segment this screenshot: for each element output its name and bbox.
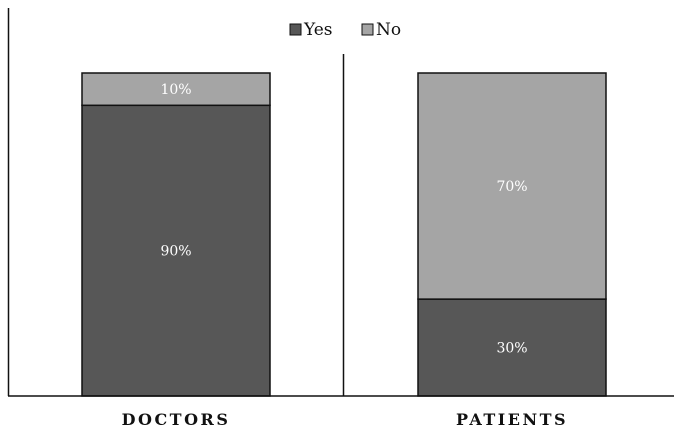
x-tick-label-doctors: DOCTORS	[122, 410, 231, 429]
legend-swatch-no	[361, 23, 374, 36]
legend-swatch-yes	[289, 23, 302, 36]
bar-doctors-yes	[81, 104, 271, 397]
bar-patients-yes	[417, 298, 607, 397]
data-label-doctors-yes: 90%	[160, 244, 191, 260]
bar-patients-no	[417, 72, 607, 300]
legend-label-yes: Yes	[303, 20, 333, 40]
data-label-patients-yes: 30%	[496, 341, 527, 357]
x-axis-labels: DOCTORS PATIENTS	[122, 410, 568, 429]
data-label-doctors-no: 10%	[160, 82, 191, 98]
data-label-patients-no: 70%	[496, 179, 527, 195]
legend-label-no: No	[376, 20, 401, 40]
bars: 90% 10% 30% 70%	[81, 72, 607, 397]
bar-doctors-no	[81, 72, 271, 107]
legend: Yes No	[289, 20, 401, 40]
x-tick-label-patients: PATIENTS	[456, 410, 568, 429]
